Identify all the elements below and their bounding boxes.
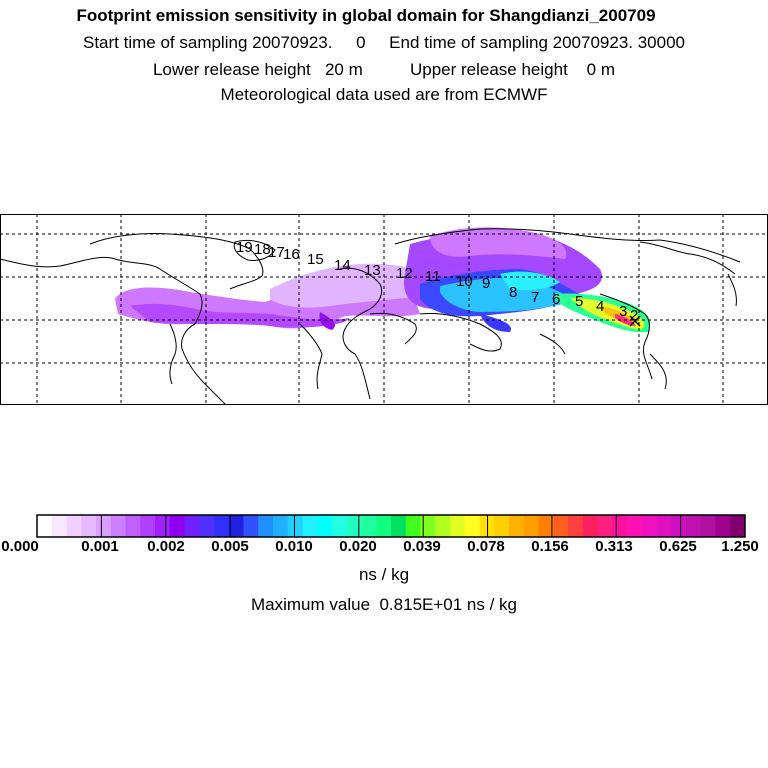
colorbar-swatch: [420, 515, 436, 537]
colorbar-swatch: [302, 515, 318, 537]
colorbar-frame: [36, 514, 746, 538]
traj-label-6: 6: [552, 291, 560, 308]
colorbar-tick-label: 0.005: [211, 538, 249, 555]
colorbar-swatch: [273, 515, 289, 537]
colorbar-swatch: [464, 515, 480, 537]
traj-label-13: 13: [364, 262, 381, 279]
traj-label-9: 9: [482, 275, 490, 292]
colorbar-swatch: [140, 515, 156, 537]
footprint-field: [115, 227, 651, 333]
graticule: [0, 214, 768, 406]
traj-label-5: 5: [575, 293, 583, 310]
colorbar-swatch: [538, 515, 554, 537]
traj-label-8: 8: [509, 284, 517, 301]
colorbar-swatch: [700, 515, 716, 537]
max-value-label: Maximum value 0.815E+01 ns / kg: [251, 595, 517, 614]
colorbar-swatch: [582, 515, 598, 537]
colorbar-tick-label: 0.020: [339, 538, 377, 555]
traj-label-7: 7: [531, 289, 539, 306]
plot-title: Footprint emission sensitivity in global…: [76, 6, 656, 25]
colorbar-swatch: [627, 515, 643, 537]
colorbar-swatch: [243, 515, 259, 537]
colorbar-swatch: [568, 515, 584, 537]
colorbar-swatch: [612, 515, 628, 537]
traj-label-16: 16: [283, 246, 300, 263]
colorbar-swatch: [641, 515, 657, 537]
release-height-line: Lower release height 20 m Upper release …: [152, 60, 616, 79]
colorbar-swatch: [346, 515, 362, 537]
met-data-line: Meteorological data used are from ECMWF: [220, 85, 548, 104]
colorbar-swatch: [715, 515, 731, 537]
traj-label-19: 19: [236, 239, 253, 256]
traj-label-2: 2: [630, 307, 638, 324]
colorbar-swatch: [523, 515, 539, 537]
colorbar-tick-label: 0.000: [1, 538, 39, 555]
traj-label-14: 14: [334, 257, 351, 274]
traj-label-10: 10: [456, 273, 473, 290]
colorbar-tick-label: 0.313: [595, 538, 633, 555]
colorbar-swatch: [258, 515, 274, 537]
colorbar-tick-label: 1.250: [721, 538, 759, 555]
colorbar-swatch: [405, 515, 421, 537]
colorbar-swatch: [597, 515, 613, 537]
colorbar-swatch: [450, 515, 466, 537]
traj-label-17: 17: [268, 244, 285, 261]
sampling-time-line: Start time of sampling 20070923. 0 End t…: [83, 33, 685, 52]
colorbar-swatch: [214, 515, 230, 537]
colorbar-swatch: [66, 515, 82, 537]
traj-label-11: 11: [425, 268, 441, 285]
colorbar-swatch: [110, 515, 126, 537]
units-label: ns / kg: [358, 565, 410, 584]
colorbar-swatch: [332, 515, 348, 537]
traj-label-12: 12: [396, 265, 413, 282]
colorbar-tick-label: 0.039: [403, 538, 441, 555]
colorbar-swatch: [51, 515, 67, 537]
colorbar-swatch: [671, 515, 687, 537]
colorbar-tick-label: 0.625: [659, 538, 697, 555]
colorbar-swatch: [435, 515, 451, 537]
traj-label-3: 3: [619, 303, 627, 320]
colorbar-tick-label: 0.010: [275, 538, 313, 555]
colorbar-swatch: [730, 515, 746, 537]
traj-label-4: 4: [596, 298, 604, 315]
colorbar-swatch: [125, 515, 141, 537]
coastlines: [0, 228, 741, 405]
colorbar-swatch: [199, 515, 215, 537]
colorbar: [36, 514, 746, 538]
colorbar-tick-label: 0.001: [81, 538, 119, 555]
colorbar-swatch: [317, 515, 333, 537]
traj-label-18: 18: [254, 241, 271, 258]
colorbar-tick-label: 0.078: [467, 538, 505, 555]
colorbar-tick-label: 0.156: [531, 538, 569, 555]
colorbar-swatch: [391, 515, 407, 537]
colorbar-tick-label: 0.002: [147, 538, 185, 555]
colorbar-swatch: [361, 515, 377, 537]
trajectory-labels: 19 18 17 16 15 14 13 12 11 10 9 8 7 6 5 …: [236, 239, 638, 324]
colorbar-swatch: [228, 515, 244, 537]
footprint-map: 19 18 17 16 15 14 13 12 11 10 9 8 7 6 5 …: [0, 214, 768, 406]
colorbar-swatch: [287, 515, 303, 537]
colorbar-swatch: [81, 515, 97, 537]
colorbar-swatch: [184, 515, 200, 537]
colorbar-swatch: [96, 515, 112, 537]
colorbar-swatch: [686, 515, 702, 537]
colorbar-swatch: [155, 515, 171, 537]
colorbar-swatch: [553, 515, 569, 537]
receptor-marker: [629, 315, 641, 327]
colorbar-swatch: [656, 515, 672, 537]
traj-label-15: 15: [307, 251, 324, 268]
colorbar-swatch: [376, 515, 392, 537]
colorbar-swatch: [494, 515, 510, 537]
colorbar-swatch: [169, 515, 185, 537]
colorbar-swatch: [37, 515, 53, 537]
colorbar-swatch: [509, 515, 525, 537]
